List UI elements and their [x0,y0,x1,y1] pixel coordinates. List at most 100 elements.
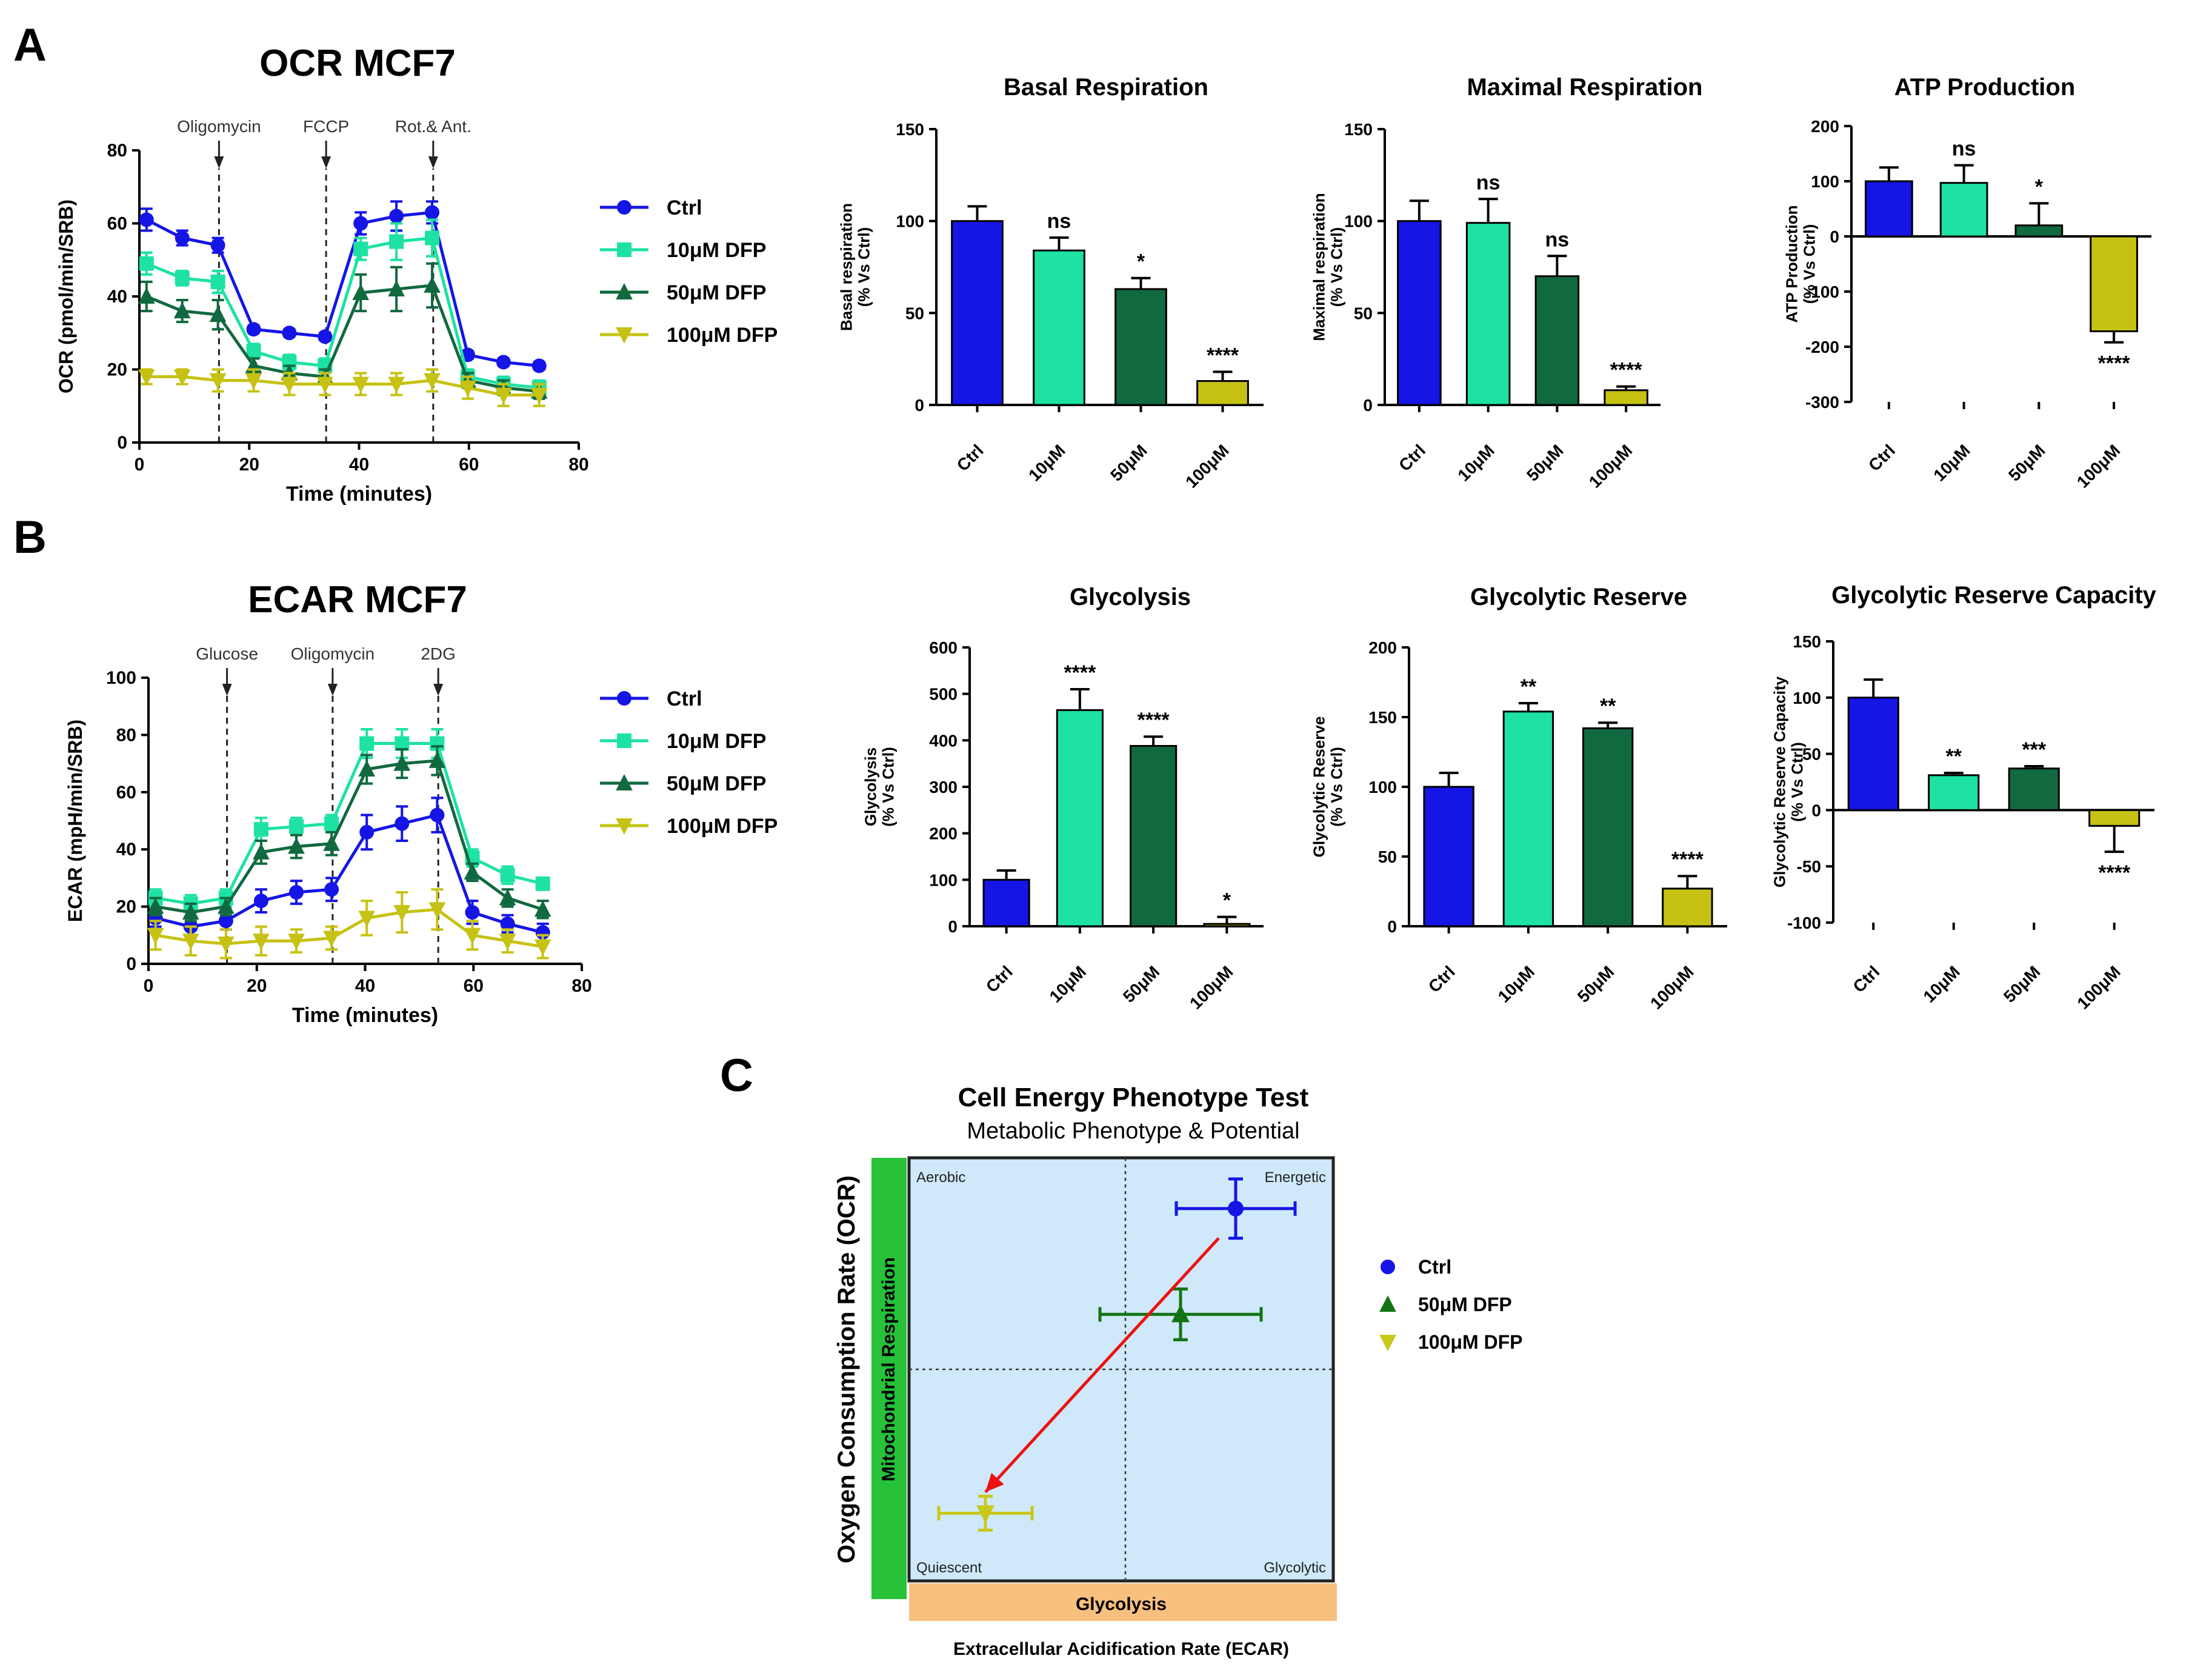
quadrant-label: Quiescent [916,1560,982,1576]
significance-label: ** [1600,695,1616,718]
data-point [464,863,481,880]
data-point [425,205,440,220]
y-tick-label: 40 [116,840,136,860]
data-point [316,376,334,393]
legend-marker [1379,1335,1396,1351]
y-tick-label: 100 [106,668,136,688]
significance-label: **** [1610,359,1643,382]
x-tick-label: 0 [144,976,154,996]
data-point [496,355,511,370]
significance-label: ns [1952,138,1976,161]
atp-production-bar-chart: ATP Production -300 -200 -100 0 100 200 Ctrl ns 1… [1783,74,2151,492]
basal-respiration-bar-chart: Basal Respiration 0 50 100 150 Ctrl ns 10μM * 50μ… [838,74,1264,492]
glycolysis-bar-chart: Glycolysis 0 100 200 300 400 500 600 Ctrl **** 10μ… [862,584,1264,1013]
data-point [288,819,304,834]
panel-label-b: B [13,512,47,563]
significance-label: ns [1047,210,1071,233]
series-2 [147,745,551,923]
y-axis-label: Glycolysis(% Vs Ctrl) [862,747,898,826]
injection-label: Oligomycin [177,117,261,136]
data-point [253,822,268,837]
data-point [253,894,268,909]
bar [1397,220,1442,406]
data-point [424,276,441,293]
bar [1847,697,1899,811]
legend-label: Ctrl [667,196,702,219]
chart-title: Cell Energy Phenotype Test [958,1083,1309,1112]
y-tick-label: 0 [948,917,958,936]
legend-marker [616,327,633,344]
data-point [359,736,375,751]
data-point [324,816,339,831]
y-tick-label: 60 [116,783,136,803]
significance-label: *** [2022,738,2046,761]
significance-label: **** [2098,861,2131,884]
y-tick-label: -300 [1805,393,1839,412]
significance-label: **** [1064,661,1096,684]
legend-label: 10μM DFP [667,239,766,262]
data-point [288,837,305,854]
bar [1196,380,1249,406]
injection-arrowhead [428,156,438,169]
data-point [218,914,233,929]
data-point [138,369,155,386]
data-point [534,939,551,956]
data-point [139,256,154,271]
legend-label: 100μM DFP [1418,1331,1523,1353]
chart-title: OCR MCF7 [259,42,456,84]
data-point [352,376,370,393]
x-tick-label: 80 [568,455,588,475]
y-axis-label-line: (% Vs Ctrl) [854,227,873,307]
y-tick-label: 0 [1811,801,1821,820]
energy-phenotype-chart: Cell Energy Phenotype Test Metabolic Phen… [833,1083,1523,1659]
y-tick-label: 150 [1344,120,1373,139]
bar [2090,235,2138,333]
y-axis-label-line: Basal respiration [838,203,856,331]
data-point [530,387,548,404]
y-tick-label: 20 [107,360,127,380]
series-line [145,284,540,393]
bar [1534,275,1580,406]
data-point [173,369,191,386]
data-point [388,376,405,393]
data-point [246,344,261,359]
y-tick-label: -50 [1797,857,1821,876]
legend-label: 10μM DFP [667,730,766,753]
glycolysis-bar [909,1583,1337,1621]
y-tick-label: 0 [1830,227,1839,246]
category-label: Ctrl [982,962,1016,996]
y-tick-label: 150 [896,120,924,139]
data-point [175,270,190,286]
category-label: 100μM [2073,441,2124,492]
legend-marker [1379,1295,1396,1312]
y-tick-label: 100 [1344,212,1373,231]
data-point [288,885,304,900]
legend-marker [616,283,633,299]
bar [1423,786,1474,927]
injection-label: Glucose [196,644,258,663]
data-point [499,934,516,950]
legend-label: 50μM DFP [667,772,766,795]
data-point [182,903,199,920]
category-label: 10μM [1025,441,1069,485]
data-point [253,843,270,860]
data-point [499,889,516,906]
data-point [138,287,155,304]
legend-label: Ctrl [667,687,702,710]
injection-arrowhead [214,156,224,169]
category-label: Ctrl [1395,441,1429,475]
glycolytic-reserve-bar-chart: Glycolytic Reserve 0 50 100 150 200 Ctrl ** 10μM… [1310,584,1727,1013]
category-label: Ctrl [1425,962,1459,996]
data-point [389,209,404,224]
bar [982,878,1030,927]
x-axis-label: Time (minutes) [292,1004,438,1027]
category-label: 100μM [1585,441,1636,492]
y-tick-label: 200 [929,824,958,843]
y-tick-label: 80 [116,725,136,745]
data-point [500,867,515,883]
bar [1114,288,1167,406]
data-point [253,934,270,950]
trend-arrow [984,1237,1220,1494]
data-point [1171,1305,1190,1323]
bar [2008,767,2060,811]
